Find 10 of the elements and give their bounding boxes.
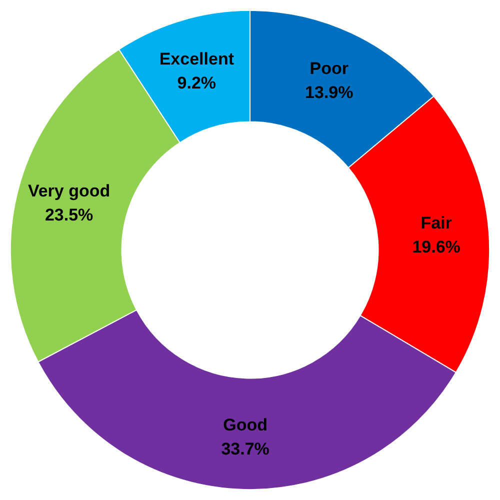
data-label: 9.2% (177, 73, 216, 92)
data-label: 23.5% (44, 206, 94, 225)
slice-label: Poor (310, 59, 349, 78)
slice-label: Fair (420, 214, 452, 233)
data-label: 13.9% (305, 83, 354, 102)
data-label: 19.6% (412, 238, 460, 257)
slice-label: Excellent (159, 49, 234, 68)
slice-label: Very good (28, 182, 110, 201)
slice-label: Good (223, 415, 268, 434)
data-label: 33.7% (221, 439, 270, 458)
